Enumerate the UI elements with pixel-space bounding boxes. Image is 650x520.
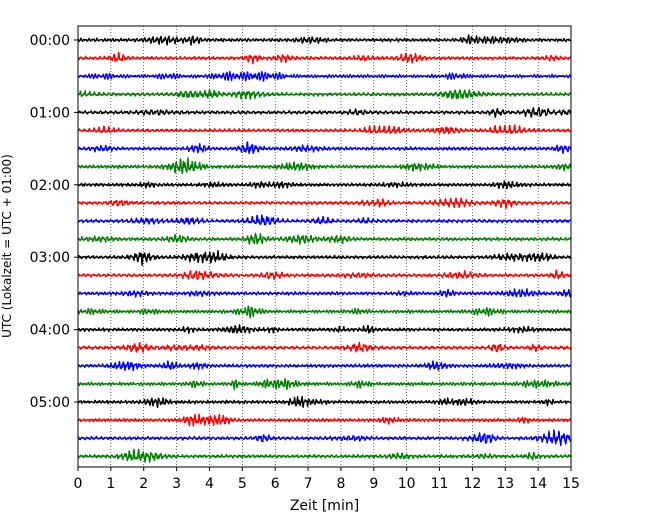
x-tick-label-4: 4 xyxy=(205,476,214,492)
trace-line-5 xyxy=(77,107,572,119)
x-axis-label: Zeit [min] xyxy=(290,498,359,514)
plot-frame xyxy=(77,25,572,468)
trace-line-21 xyxy=(77,395,572,409)
x-tick-label-5: 5 xyxy=(238,476,247,492)
trace-line-6 xyxy=(77,124,572,135)
y-tick-label-05:00: 05:00 xyxy=(30,395,70,411)
x-tick-label-2: 2 xyxy=(139,476,148,492)
trace-line-2 xyxy=(77,51,572,65)
trace-line-8 xyxy=(77,157,572,175)
x-tick-label-11: 11 xyxy=(431,476,449,492)
trace-line-3 xyxy=(77,70,572,82)
trace-line-19 xyxy=(77,360,572,372)
trace-line-17 xyxy=(77,324,572,334)
x-tick-label-15: 15 xyxy=(562,476,580,492)
trace-line-16 xyxy=(77,305,572,319)
trace-line-22 xyxy=(77,413,572,427)
x-tick-label-14: 14 xyxy=(529,476,547,492)
trace-line-1 xyxy=(77,34,572,46)
trace-line-15 xyxy=(77,288,572,298)
x-axis-ticks: 0 1 2 3 4 5 6 7 8 9 10 11 12 13 14 15 xyxy=(74,467,580,492)
trace-line-10 xyxy=(77,197,572,209)
trace-line-7 xyxy=(77,141,572,154)
trace-line-14 xyxy=(77,269,572,281)
trace-line-13 xyxy=(77,249,572,267)
x-tick-label-8: 8 xyxy=(336,476,345,492)
y-tick-label-03:00: 03:00 xyxy=(30,250,70,266)
trace-group xyxy=(77,34,572,463)
x-tick-label-6: 6 xyxy=(271,476,280,492)
trace-line-4 xyxy=(77,89,572,100)
x-tick-label-0: 0 xyxy=(74,476,83,492)
trace-line-23 xyxy=(77,429,572,447)
trace-line-24 xyxy=(77,448,572,463)
trace-line-18 xyxy=(77,341,572,353)
x-tick-label-10: 10 xyxy=(398,476,416,492)
trace-line-12 xyxy=(77,232,572,245)
y-axis-ticks: 00:00 01:00 02:00 03:00 04:00 05:00 xyxy=(30,33,78,411)
trace-line-11 xyxy=(77,214,572,226)
x-tick-label-9: 9 xyxy=(369,476,378,492)
x-tick-label-12: 12 xyxy=(463,476,481,492)
plot-background xyxy=(78,26,571,467)
x-tick-label-7: 7 xyxy=(304,476,313,492)
x-tick-label-3: 3 xyxy=(172,476,181,492)
y-tick-label-02:00: 02:00 xyxy=(30,178,70,194)
y-tick-label-00:00: 00:00 xyxy=(30,33,70,49)
y-tick-label-04:00: 04:00 xyxy=(30,323,70,339)
x-tick-label-1: 1 xyxy=(106,476,115,492)
y-tick-label-01:00: 01:00 xyxy=(30,105,70,121)
trace-line-20 xyxy=(77,377,572,391)
y-axis-label: UTC (Lokalzeit = UTC + 01:00) xyxy=(0,154,14,338)
x-tick-label-13: 13 xyxy=(496,476,514,492)
trace-line-9 xyxy=(77,180,572,190)
